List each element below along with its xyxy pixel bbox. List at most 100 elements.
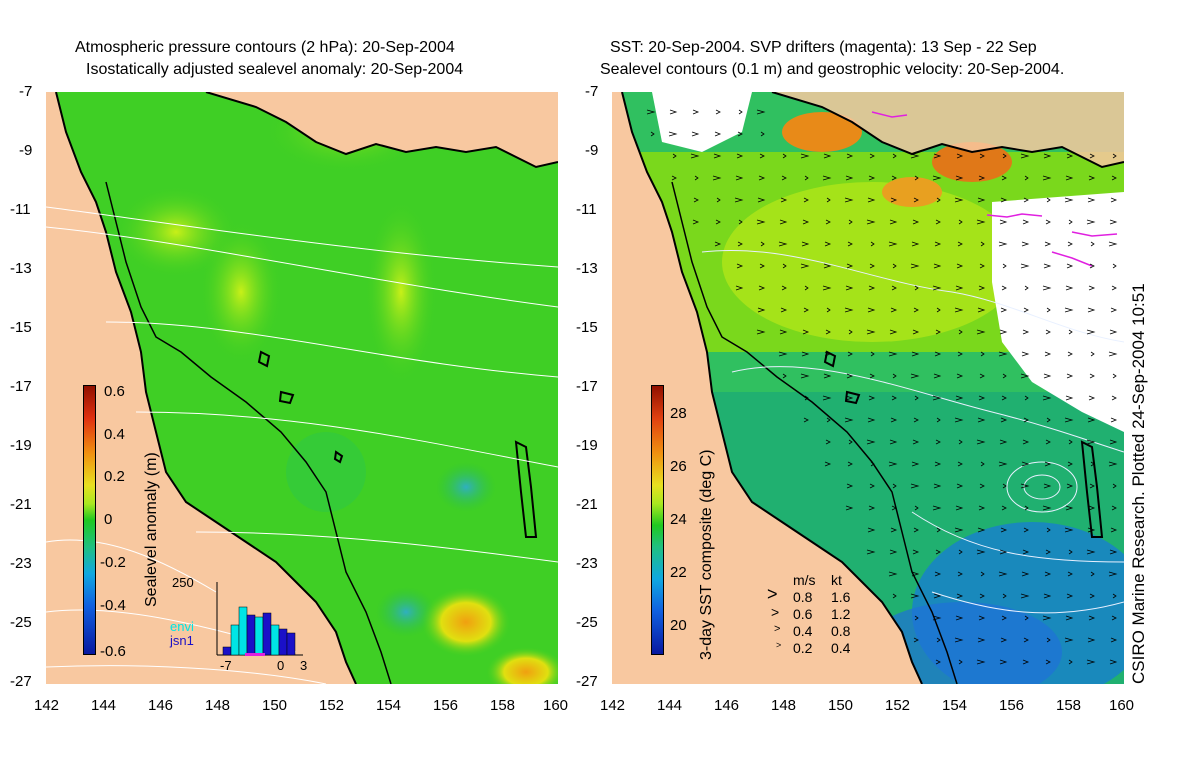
velocity-arrow — [715, 219, 721, 225]
velocity-arrow — [803, 417, 809, 423]
velocity-arrow — [936, 527, 941, 533]
velocity-arrow — [1112, 153, 1117, 159]
velocity-arrow — [1064, 307, 1074, 313]
velocity-arrow — [780, 307, 788, 313]
velocity-arrow — [935, 549, 941, 555]
velocity-arrow — [824, 461, 832, 467]
velocity-arrow — [911, 461, 920, 467]
velocity-ms-value: 0.4 — [793, 623, 813, 639]
lat-tick: -19 — [10, 437, 32, 454]
velocity-arrow — [669, 109, 678, 115]
velocity-ms-value: 0.2 — [793, 640, 813, 656]
velocity-arrow — [891, 285, 897, 291]
velocity-arrow — [1020, 263, 1030, 269]
velocity-arrow — [979, 153, 985, 159]
lat-tick: -9 — [585, 142, 599, 159]
velocity-arrow — [910, 263, 920, 269]
velocity-arrow — [1043, 593, 1052, 599]
velocity-arrow — [825, 329, 831, 335]
velocity-arrows — [646, 109, 1118, 665]
velocity-arrow — [935, 439, 941, 445]
velocity-arrow — [716, 197, 721, 203]
left-title-line2: Isostatically adjusted sealevel anomaly:… — [86, 61, 464, 78]
velocity-arrow — [998, 571, 1008, 577]
velocity-arrow — [936, 417, 941, 423]
lat-tick: -15 — [10, 319, 32, 336]
velocity-arrow — [912, 329, 920, 335]
velocity-arrow — [977, 527, 986, 533]
velocity-arrow — [910, 483, 920, 489]
lat-tick: -11 — [576, 201, 597, 218]
colorbar-tick: 0.2 — [104, 468, 125, 485]
velocity-arrow — [756, 219, 766, 225]
lat-tick: -23 — [10, 555, 32, 572]
lon-tick: 160 — [1109, 697, 1135, 714]
velocity-arrow — [932, 175, 942, 181]
velocity-arrow — [954, 527, 964, 533]
lat-tick: -27 — [576, 673, 598, 690]
velocity-arrow — [1001, 175, 1007, 181]
velocity-arrow — [801, 351, 810, 357]
velocity-arrow — [958, 439, 963, 445]
velocity-arrow — [1000, 417, 1008, 423]
velocity-arrow — [802, 329, 810, 335]
velocity-arrow — [734, 197, 744, 203]
velocity-arrow — [845, 285, 854, 291]
velocity-arrow — [914, 395, 919, 401]
velocity-arrow — [826, 307, 831, 313]
velocity-kt-value: 1.2 — [831, 606, 851, 622]
velocity-arrow — [713, 153, 722, 159]
velocity-arrow — [1067, 351, 1073, 357]
velocity-arrow — [691, 131, 700, 137]
velocity-arrow — [1001, 285, 1007, 291]
velocity-arrow — [1042, 175, 1052, 181]
lon-tick: 142 — [600, 697, 626, 714]
velocity-arrow — [1042, 395, 1052, 401]
velocity-arrow — [1112, 593, 1117, 599]
velocity-arrow — [646, 109, 656, 115]
velocity-arrow — [1112, 263, 1117, 269]
velocity-arrow — [913, 197, 919, 203]
velocity-arrow — [1108, 571, 1118, 577]
velocity-arrow — [756, 329, 766, 335]
velocity-arrow — [1000, 197, 1008, 203]
velocity-arrow — [782, 373, 787, 379]
velocity-arrow — [1087, 417, 1096, 423]
velocity-arrow — [1067, 461, 1073, 467]
velocity-arrow — [978, 505, 986, 511]
velocity-arrow — [738, 219, 743, 225]
sst-map — [612, 92, 1124, 684]
velocity-arrow — [935, 659, 941, 665]
velocity-arrow — [1043, 153, 1052, 159]
velocity-arrow — [869, 373, 875, 379]
velocity-arrow — [1087, 197, 1096, 203]
velocity-arrow — [822, 285, 832, 291]
lon-tick: 142 — [34, 697, 60, 714]
velocity-arrow — [1064, 637, 1074, 643]
velocity-arrow — [1044, 241, 1052, 247]
histogram-bars — [216, 582, 303, 656]
velocity-arrow — [1111, 285, 1117, 291]
lat-tick: -25 — [576, 614, 598, 631]
lat-tick: -21 — [576, 496, 598, 513]
velocity-arrow — [1044, 461, 1052, 467]
velocity-arrow — [782, 153, 787, 159]
velocity-arrow — [1088, 505, 1096, 511]
velocity-arrow — [892, 153, 897, 159]
velocity-arrow — [1042, 615, 1052, 621]
velocity-arrow — [980, 571, 985, 577]
velocity-arrow — [890, 197, 898, 203]
velocity-arrow — [1023, 527, 1029, 533]
velocity-arrow — [976, 549, 986, 555]
lon-tick: 154 — [942, 697, 968, 714]
velocity-arrow — [1089, 483, 1095, 489]
velocity-arrow — [979, 483, 985, 489]
velocity-arrow — [848, 329, 853, 335]
velocity-arrow — [892, 483, 897, 489]
velocity-arrow — [846, 263, 854, 269]
velocity-arrow — [1002, 153, 1007, 159]
velocity-arrow — [1109, 659, 1118, 665]
velocity-arrow — [1042, 285, 1052, 291]
velocity-arrow — [804, 175, 809, 181]
velocity-arrow — [802, 219, 810, 225]
